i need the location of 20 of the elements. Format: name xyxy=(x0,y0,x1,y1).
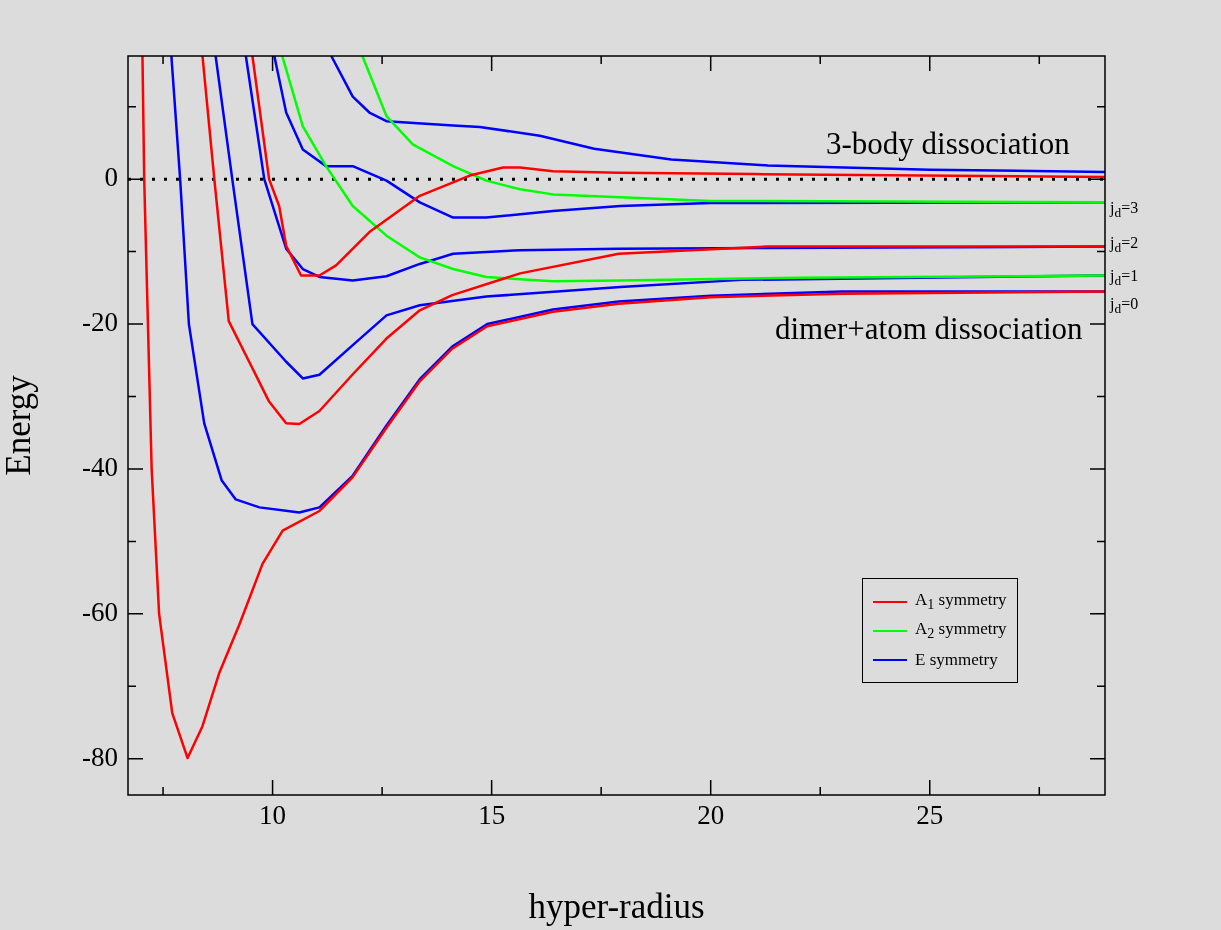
text: j$_{d}$=3 xyxy=(1110,199,1139,221)
x-tick-label: 10 xyxy=(259,800,287,831)
y-tick-label: -20 xyxy=(82,307,118,338)
legend-label: E symmetry xyxy=(915,649,998,670)
y-tick-label: -80 xyxy=(82,741,118,772)
annotation: 3-body dissociation xyxy=(826,125,1070,161)
x-axis-title: hyper-radius xyxy=(528,887,705,927)
annotation: dimer+atom dissociation xyxy=(775,310,1083,346)
legend-label: A$_{1}$ symmetry xyxy=(915,589,1007,614)
text: j$_{d}$=2 xyxy=(1110,234,1139,256)
y-tick-label: -60 xyxy=(82,596,118,627)
legend-label: A$_{2}$ symmetry xyxy=(915,618,1007,643)
y-axis-title: Energy xyxy=(0,374,39,476)
y-tick-label: 0 xyxy=(104,162,118,193)
x-tick-label: 25 xyxy=(916,800,944,831)
y-tick-label: -40 xyxy=(82,452,118,483)
text: j$_{d}$=1 xyxy=(1110,267,1139,289)
text: j$_{d}$=0 xyxy=(1110,295,1139,317)
x-tick-label: 15 xyxy=(478,800,506,831)
x-tick-label: 20 xyxy=(697,800,725,831)
